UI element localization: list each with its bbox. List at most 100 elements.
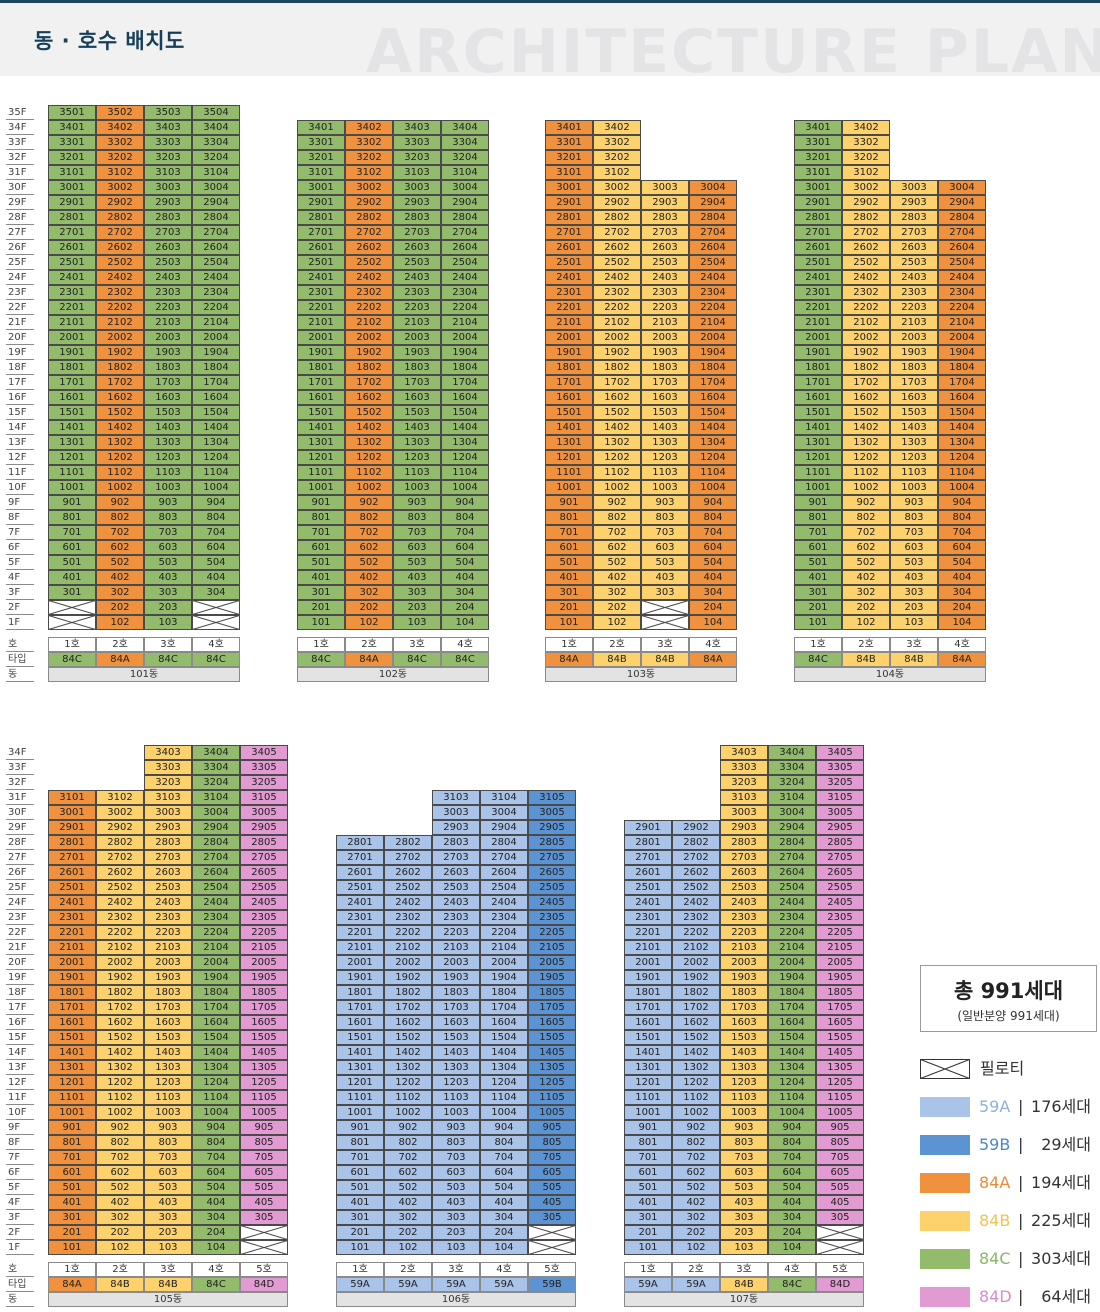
unit-cell: 303 <box>432 1210 480 1225</box>
row-label-dong: 동 <box>6 1292 34 1307</box>
unit-cell: 901 <box>545 495 593 510</box>
unit-cell: 2204 <box>192 925 240 940</box>
unit-cell: 2105 <box>240 940 288 955</box>
unit-cell: 1301 <box>48 1060 96 1075</box>
unit-cell: 1401 <box>48 420 96 435</box>
unit-cell: 2705 <box>816 850 864 865</box>
unit-cell: 1805 <box>816 985 864 1000</box>
unit-cell: 2303 <box>144 285 192 300</box>
unit-cell: 2403 <box>432 895 480 910</box>
unit-cell: 3402 <box>842 120 890 135</box>
unit-cell: 1701 <box>624 1000 672 1015</box>
unit-cell: 2104 <box>480 940 528 955</box>
unit-cell: 2905 <box>240 820 288 835</box>
unit-cell: 102 <box>672 1240 720 1255</box>
unit-cell: 2603 <box>393 240 441 255</box>
unit-cell: 3304 <box>768 760 816 775</box>
unit-number-header: 2호 <box>384 1262 432 1277</box>
unit-cell: 2404 <box>192 270 240 285</box>
unit-cell: 2303 <box>641 285 689 300</box>
unit-cell: 1804 <box>192 360 240 375</box>
unit-cell: 2501 <box>48 880 96 895</box>
unit-cell: 903 <box>144 495 192 510</box>
unit-cell: 2903 <box>890 195 938 210</box>
unit-number-header: 4호 <box>689 637 737 652</box>
unit-cell: 2503 <box>393 255 441 270</box>
unit-cell: 1001 <box>48 480 96 495</box>
unit-cell: 2602 <box>672 865 720 880</box>
floor-label: 1F <box>6 615 34 630</box>
unit-cell: 2501 <box>794 255 842 270</box>
unit-cell: 1204 <box>689 450 737 465</box>
unit-cell: 2104 <box>938 315 986 330</box>
unit-cell: 1501 <box>48 405 96 420</box>
floor-label: 23F <box>6 285 34 300</box>
unit-cell: 1404 <box>689 420 737 435</box>
unit-cell: 503 <box>641 555 689 570</box>
unit-cell: 2504 <box>689 255 737 270</box>
floor-label: 19F <box>6 345 34 360</box>
unit-cell: 801 <box>794 510 842 525</box>
unit-cell: 804 <box>441 510 489 525</box>
unit-cell: 3103 <box>720 790 768 805</box>
unit-cell: 405 <box>528 1195 576 1210</box>
unit-cell: 2904 <box>480 820 528 835</box>
unit-cell: 1201 <box>48 1075 96 1090</box>
unit-cell: 1801 <box>48 360 96 375</box>
unit-cell: 2504 <box>441 255 489 270</box>
unit-cell: 1204 <box>441 450 489 465</box>
unit-cell: 1104 <box>768 1090 816 1105</box>
unit-cell: 302 <box>842 585 890 600</box>
unit-cell: 402 <box>842 570 890 585</box>
unit-type-cell: 84A <box>545 652 593 667</box>
unit-cell: 1804 <box>938 360 986 375</box>
legend-separator: | <box>1018 1097 1024 1116</box>
unit-cell: 1905 <box>816 970 864 985</box>
unit-cell: 601 <box>336 1165 384 1180</box>
unit-cell: 3501 <box>48 105 96 120</box>
unit-cell: 402 <box>672 1195 720 1210</box>
floor-label: 32F <box>6 775 34 790</box>
unit-cell: 705 <box>240 1150 288 1165</box>
unit-cell: 3404 <box>192 120 240 135</box>
unit-cell: 2904 <box>768 820 816 835</box>
piloti-cell <box>48 600 96 615</box>
unit-cell: 3004 <box>192 180 240 195</box>
floor-label: 25F <box>6 255 34 270</box>
unit-cell: 2003 <box>144 330 192 345</box>
unit-cell: 1202 <box>593 450 641 465</box>
unit-cell: 3204 <box>768 775 816 790</box>
unit-cell: 2701 <box>545 225 593 240</box>
unit-cell: 2904 <box>192 195 240 210</box>
unit-cell: 3201 <box>545 150 593 165</box>
unit-cell: 701 <box>336 1150 384 1165</box>
floor-label: 4F <box>6 1195 34 1210</box>
unit-cell: 201 <box>297 600 345 615</box>
unit-cell: 501 <box>545 555 593 570</box>
unit-type-cell: 59A <box>480 1277 528 1292</box>
unit-cell: 1703 <box>432 1000 480 1015</box>
unit-cell: 801 <box>48 510 96 525</box>
unit-cell: 2904 <box>689 195 737 210</box>
unit-number-header: 3호 <box>641 637 689 652</box>
unit-cell: 1501 <box>336 1030 384 1045</box>
unit-cell: 2301 <box>48 285 96 300</box>
unit-cell: 2705 <box>240 850 288 865</box>
unit-cell: 1104 <box>480 1090 528 1105</box>
unit-cell: 1402 <box>384 1045 432 1060</box>
unit-cell: 1703 <box>720 1000 768 1015</box>
unit-cell: 501 <box>48 555 96 570</box>
unit-cell: 202 <box>384 1225 432 1240</box>
unit-cell: 2103 <box>144 940 192 955</box>
unit-cell: 903 <box>890 495 938 510</box>
unit-cell: 902 <box>96 495 144 510</box>
unit-cell: 2901 <box>48 195 96 210</box>
floor-label: 8F <box>6 510 34 525</box>
unit-cell: 1003 <box>890 480 938 495</box>
floor-label: 24F <box>6 270 34 285</box>
unit-cell: 2805 <box>240 835 288 850</box>
unit-cell: 3301 <box>48 135 96 150</box>
unit-cell: 2903 <box>144 820 192 835</box>
unit-cell: 103 <box>432 1240 480 1255</box>
unit-cell: 3201 <box>297 150 345 165</box>
